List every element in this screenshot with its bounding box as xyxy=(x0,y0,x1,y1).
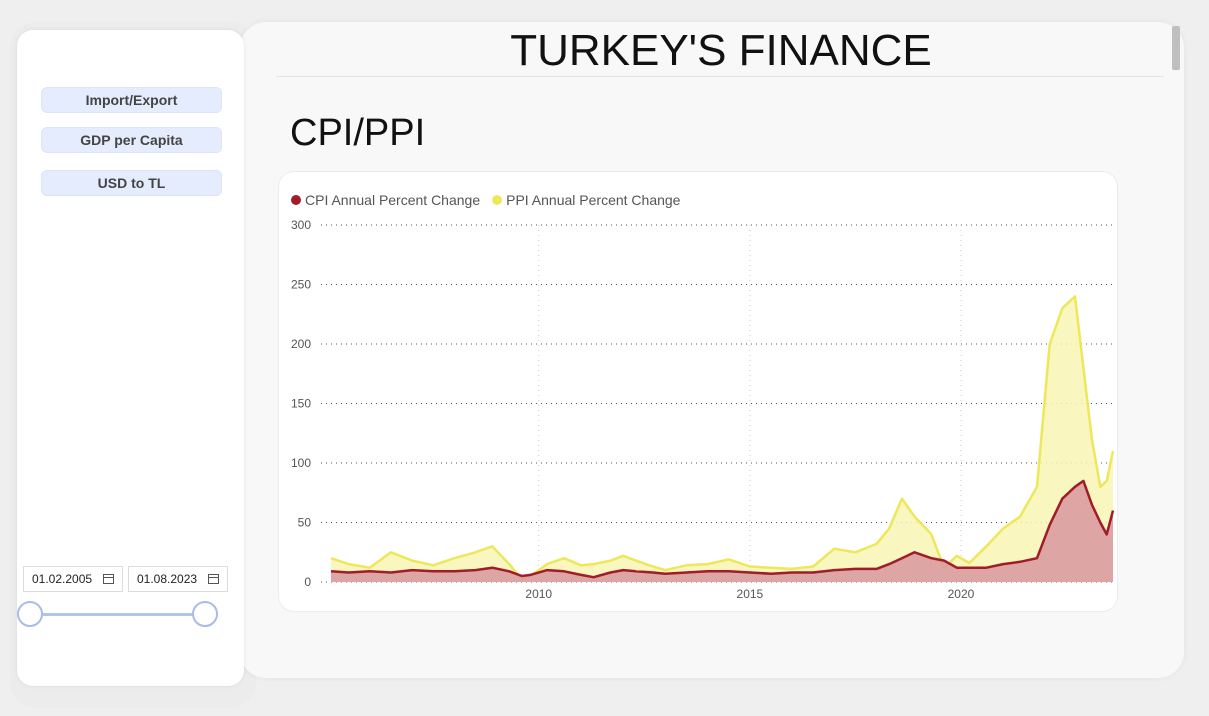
nav-button-import-export[interactable]: Import/Export xyxy=(41,87,222,113)
legend-item-ppi[interactable]: PPI Annual Percent Change xyxy=(492,192,680,208)
legend-item-cpi[interactable]: CPI Annual Percent Change xyxy=(291,192,480,208)
vertical-scrollbar[interactable] xyxy=(1172,26,1180,70)
legend-swatch-ppi xyxy=(492,195,503,205)
start-date-input[interactable]: 01.02.2005 xyxy=(23,566,123,592)
nav-button-usd-to-tl[interactable]: USD to TL xyxy=(41,170,222,196)
calendar-icon[interactable] xyxy=(103,574,114,584)
legend-label-ppi: PPI Annual Percent Change xyxy=(506,192,681,208)
app-title: TURKEY'S FINANCE xyxy=(510,26,932,75)
legend-swatch-cpi xyxy=(291,195,301,205)
chart-legend: CPI Annual Percent Change PPI Annual Per… xyxy=(291,192,680,208)
end-date-input[interactable]: 01.08.2023 xyxy=(128,566,228,592)
date-range-start-handle[interactable] xyxy=(17,601,43,627)
title-divider xyxy=(276,76,1164,77)
date-range-end-handle[interactable] xyxy=(192,601,218,627)
chart-card xyxy=(278,171,1118,612)
legend-label-cpi: CPI Annual Percent Change xyxy=(305,192,481,208)
calendar-icon[interactable] xyxy=(208,574,219,584)
date-range-slider-track[interactable] xyxy=(22,613,197,616)
nav-button-gdp-per-capita[interactable]: GDP per Capita xyxy=(41,127,222,153)
start-date-value: 01.02.2005 xyxy=(32,572,93,586)
section-title: CPI/PPI xyxy=(290,112,426,154)
end-date-value: 01.08.2023 xyxy=(137,572,198,586)
